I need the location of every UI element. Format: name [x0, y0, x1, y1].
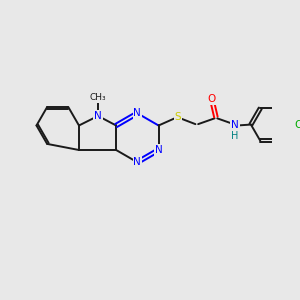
Text: Cl: Cl: [295, 120, 300, 130]
Text: O: O: [208, 94, 216, 104]
Text: N: N: [155, 145, 162, 155]
Text: N: N: [134, 157, 141, 167]
Text: H: H: [231, 131, 239, 141]
Text: CH₃: CH₃: [90, 93, 106, 102]
Text: S: S: [174, 112, 181, 122]
Text: N: N: [231, 121, 239, 130]
Text: N: N: [134, 108, 141, 118]
Text: N: N: [94, 111, 102, 121]
